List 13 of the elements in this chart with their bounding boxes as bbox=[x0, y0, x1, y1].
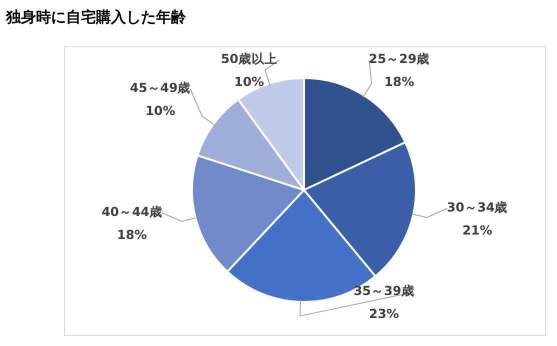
slice-label: 45～49歳 bbox=[130, 80, 191, 96]
data-label: 10% bbox=[145, 103, 176, 118]
slice-label: 35～39歳 bbox=[354, 283, 414, 298]
data-label: 23% bbox=[369, 306, 400, 321]
data-label: 18% bbox=[384, 74, 415, 89]
chart-title: 独身時に自宅購入した年齢 bbox=[5, 8, 187, 26]
slice-label: 50歳以上 bbox=[220, 51, 278, 66]
slice-label: 40～44歳 bbox=[102, 204, 162, 219]
data-label: 21% bbox=[462, 222, 493, 238]
data-label: 18% bbox=[117, 226, 148, 242]
slice-label: 25～29歳 bbox=[368, 51, 430, 66]
data-label: 10% bbox=[234, 74, 265, 89]
slice-label: 30～34歳 bbox=[446, 199, 508, 214]
